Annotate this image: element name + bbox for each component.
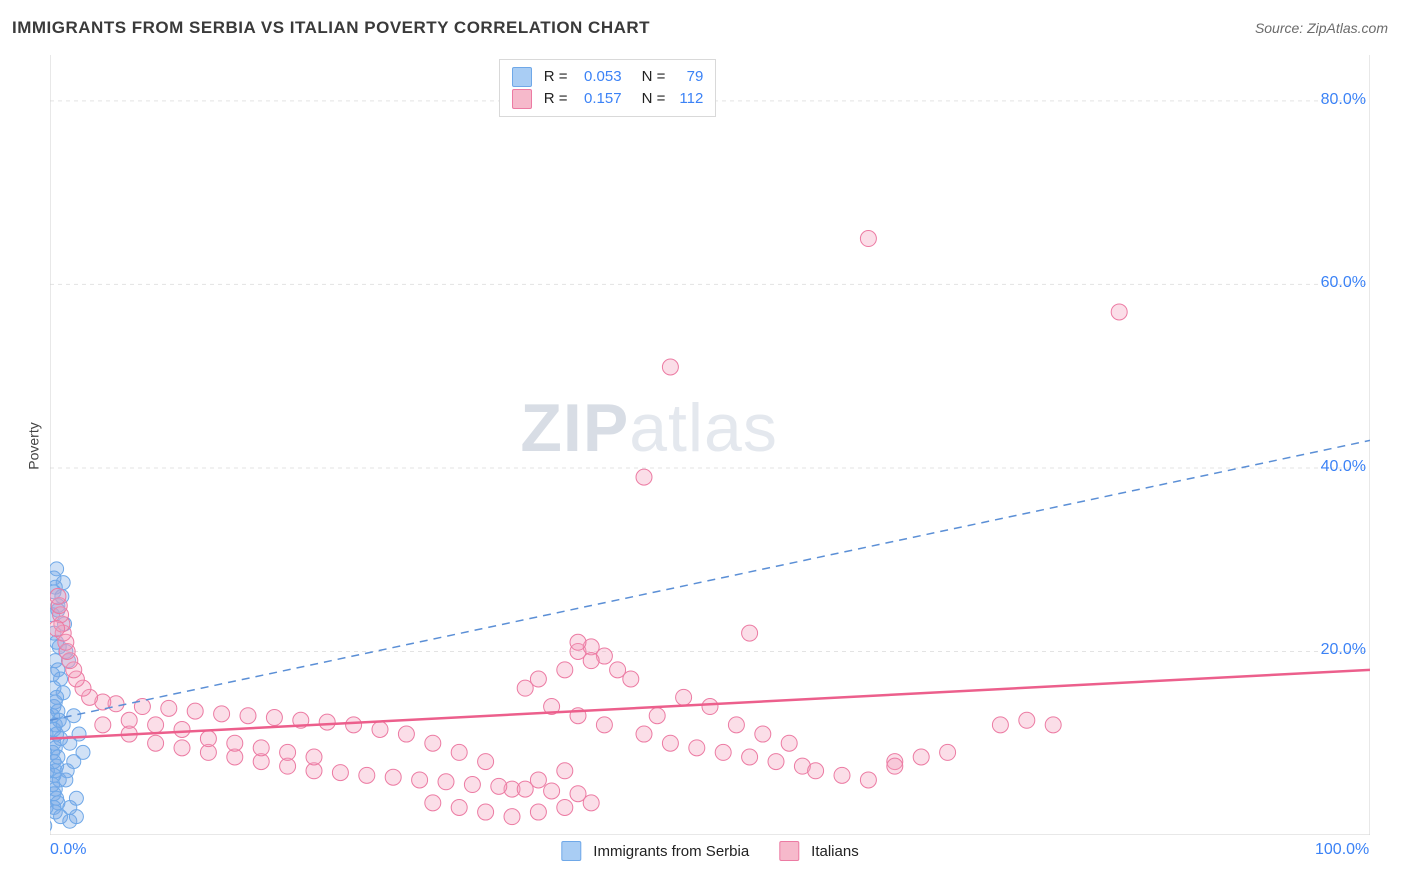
y-tick: 80.0% xyxy=(1321,91,1366,109)
y-axis-label: Poverty xyxy=(26,422,42,469)
legend-row: R = 0.157 N =112 xyxy=(512,88,704,110)
plot-area: ZIPatlas R =0.053N =79R =0.157N =112 20.… xyxy=(50,55,1370,835)
r-label: R = xyxy=(544,88,568,110)
legend-swatch xyxy=(561,841,581,861)
legend-label: Immigrants from Serbia xyxy=(593,843,749,860)
y-tick: 20.0% xyxy=(1321,641,1366,659)
r-value: 0.053 xyxy=(574,66,622,88)
y-tick: 40.0% xyxy=(1321,458,1366,476)
legend-row: R = 0.053 N =79 xyxy=(512,66,704,88)
legend-swatch xyxy=(512,89,532,109)
x-tick: 100.0% xyxy=(1315,841,1369,859)
correlation-legend: R = 0.053 N =79 R = 0.157 N =112 xyxy=(499,59,717,117)
legend-swatch xyxy=(512,67,532,87)
chart-container: IMMIGRANTS FROM SERBIA VS ITALIAN POVERT… xyxy=(0,0,1406,892)
n-label: N = xyxy=(642,88,666,110)
legend-item: Immigrants from Serbia xyxy=(561,841,749,861)
r-label: R = xyxy=(544,66,568,88)
scatter-plot-svg xyxy=(50,55,1370,835)
legend-item: Italians xyxy=(779,841,859,861)
legend-swatch xyxy=(779,841,799,861)
n-label: N = xyxy=(642,66,666,88)
chart-title: IMMIGRANTS FROM SERBIA VS ITALIAN POVERT… xyxy=(12,18,650,38)
n-value: 79 xyxy=(671,66,703,88)
source-credit: Source: ZipAtlas.com xyxy=(1255,20,1388,36)
series-legend: Immigrants from Serbia Italians xyxy=(561,841,858,861)
y-tick: 60.0% xyxy=(1321,274,1366,292)
r-value: 0.157 xyxy=(574,88,622,110)
x-tick: 0.0% xyxy=(50,841,86,859)
legend-label: Italians xyxy=(811,843,859,860)
n-value: 112 xyxy=(671,88,703,110)
